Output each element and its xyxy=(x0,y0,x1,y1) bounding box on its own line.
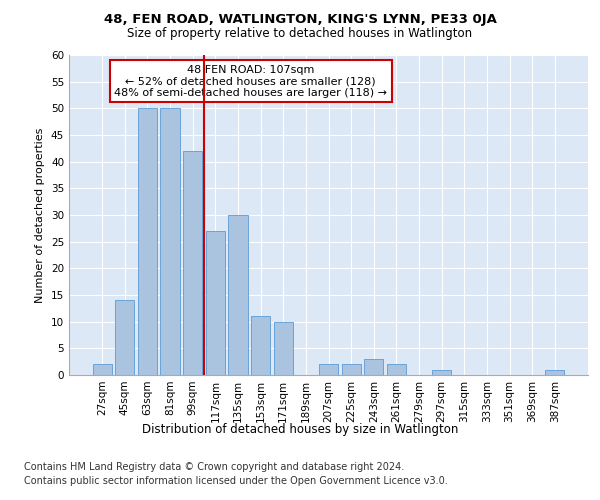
Bar xyxy=(229,215,248,375)
Text: Contains public sector information licensed under the Open Government Licence v3: Contains public sector information licen… xyxy=(24,476,448,486)
Text: 48 FEN ROAD: 107sqm
← 52% of detached houses are smaller (128)
48% of semi-detac: 48 FEN ROAD: 107sqm ← 52% of detached ho… xyxy=(114,64,387,98)
Text: Contains HM Land Registry data © Crown copyright and database right 2024.: Contains HM Land Registry data © Crown c… xyxy=(24,462,404,472)
Bar xyxy=(115,300,134,375)
Bar xyxy=(319,364,338,375)
Bar xyxy=(432,370,451,375)
Bar xyxy=(274,322,293,375)
Bar xyxy=(341,364,361,375)
Text: 48, FEN ROAD, WATLINGTON, KING'S LYNN, PE33 0JA: 48, FEN ROAD, WATLINGTON, KING'S LYNN, P… xyxy=(104,12,496,26)
Bar xyxy=(206,231,225,375)
Text: Distribution of detached houses by size in Watlington: Distribution of detached houses by size … xyxy=(142,422,458,436)
Y-axis label: Number of detached properties: Number of detached properties xyxy=(35,128,46,302)
Text: Size of property relative to detached houses in Watlington: Size of property relative to detached ho… xyxy=(127,28,473,40)
Bar xyxy=(387,364,406,375)
Bar xyxy=(364,359,383,375)
Bar xyxy=(92,364,112,375)
Bar xyxy=(138,108,157,375)
Bar xyxy=(183,151,202,375)
Bar xyxy=(545,370,565,375)
Bar xyxy=(160,108,180,375)
Bar xyxy=(251,316,270,375)
